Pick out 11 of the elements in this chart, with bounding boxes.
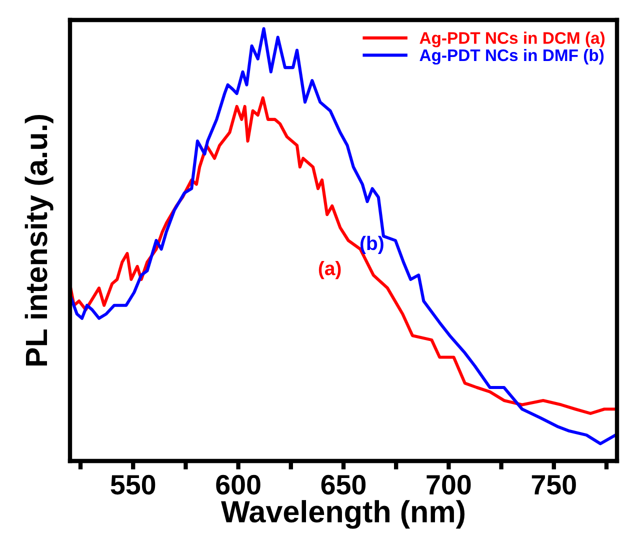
annotation: (a): [318, 260, 341, 280]
y-axis-title: PL intensity (a.u.): [24, 114, 54, 366]
legend-label: Ag-PDT NCs in DMF (b): [420, 48, 604, 65]
x-tick-label: 750: [532, 474, 576, 495]
x-axis-title: Wavelength (nm): [221, 500, 464, 529]
x-tick-label: 700: [426, 474, 471, 495]
legend-label: Ag-PDT NCs in DCM (a): [420, 32, 605, 48]
x-tick-label: 600: [216, 474, 260, 495]
x-tick-label: 550: [110, 474, 156, 495]
annotation: (b): [360, 236, 384, 254]
x-tick-label: 650: [321, 474, 366, 495]
